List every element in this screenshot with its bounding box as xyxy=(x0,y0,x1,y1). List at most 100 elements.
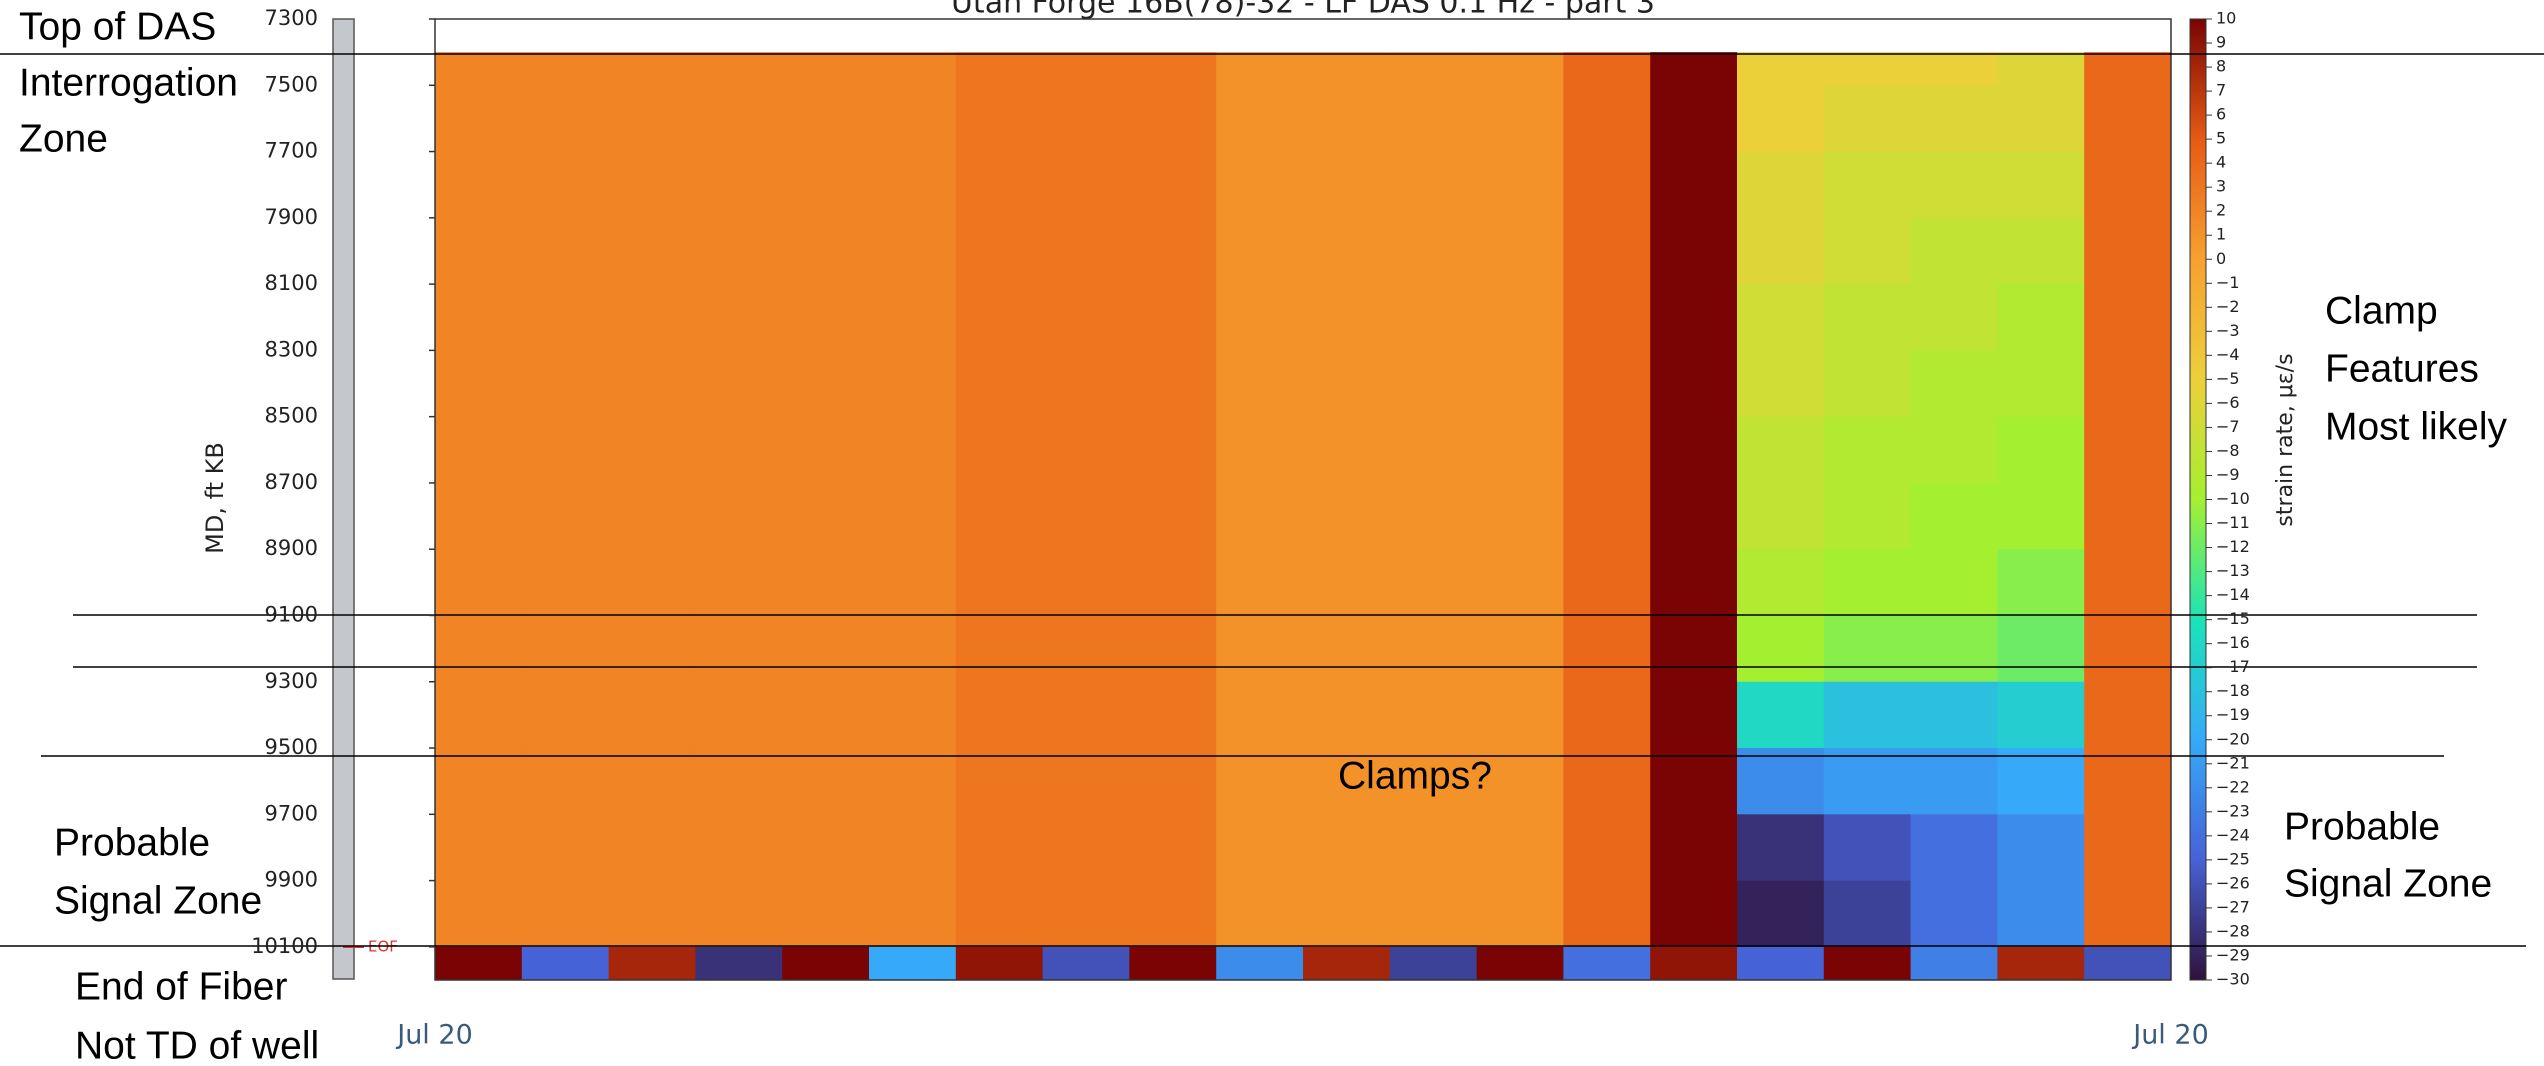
colorbar-tick-label: −6 xyxy=(2216,393,2240,412)
annotation: Most likely xyxy=(2325,405,2508,448)
heat-cell xyxy=(1563,482,1651,550)
heat-cell xyxy=(608,880,696,948)
heat-cell xyxy=(435,151,523,219)
heat-cell xyxy=(1650,549,1738,616)
heat-cell xyxy=(1476,85,1564,153)
heat-cell xyxy=(1737,416,1825,484)
heat-cell xyxy=(2084,814,2172,882)
heat-cell xyxy=(435,549,523,616)
heat-cell xyxy=(2084,615,2172,683)
heat-cell xyxy=(1823,350,1912,418)
heat-cell xyxy=(1042,880,1130,948)
heat-cell xyxy=(955,151,1044,219)
colorbar-tick-label: 3 xyxy=(2216,177,2226,196)
heat-cell xyxy=(1563,880,1651,948)
heat-cell xyxy=(1042,416,1130,484)
heat-cell xyxy=(1737,681,1825,749)
heat-cell xyxy=(695,151,783,219)
colorbar-tick-label: −25 xyxy=(2216,849,2250,868)
heat-cell xyxy=(1997,284,2085,351)
heat-cell xyxy=(1650,615,1738,683)
heat-cell xyxy=(1910,549,1998,616)
heat-cell xyxy=(869,748,957,815)
heat-cell xyxy=(1650,946,1738,981)
heat-cell xyxy=(1303,284,1391,351)
heat-cell xyxy=(1042,482,1130,550)
heat-cell xyxy=(1650,350,1738,418)
heat-cell xyxy=(1216,880,1304,948)
heat-cell xyxy=(1389,52,1478,86)
colorbar-tick-label: −15 xyxy=(2216,609,2250,628)
heat-cell xyxy=(1737,350,1825,418)
heat-cell xyxy=(1303,52,1391,86)
heat-cell xyxy=(1303,615,1391,683)
heat-cell xyxy=(1389,482,1478,550)
y-tick-label: 8900 xyxy=(265,536,318,560)
heat-cell xyxy=(1303,85,1391,153)
heat-cell xyxy=(521,549,610,616)
heat-cell xyxy=(1129,880,1217,948)
y-tick-label: 7500 xyxy=(265,72,318,96)
heat-cell xyxy=(435,85,523,153)
heat-cell xyxy=(955,52,1044,86)
colorbar-tick-label: 0 xyxy=(2216,249,2226,268)
heat-cell xyxy=(1997,350,2085,418)
annotation-lines xyxy=(0,53,2544,947)
heat-cell xyxy=(608,615,696,683)
heat-cell xyxy=(1476,151,1564,219)
heat-cell xyxy=(782,482,870,550)
heat-cell xyxy=(955,549,1044,616)
heat-cell xyxy=(1476,681,1564,749)
heat-cell xyxy=(1042,946,1130,981)
heat-cell xyxy=(1216,681,1304,749)
heat-cell xyxy=(1563,416,1651,484)
heat-cell xyxy=(869,946,957,981)
heat-cell xyxy=(782,284,870,351)
heat-cell xyxy=(608,748,696,815)
heat-cell xyxy=(1650,284,1738,351)
colorbar-tick-label: −17 xyxy=(2216,657,2250,676)
colorbar-tick-label: 7 xyxy=(2216,81,2226,100)
colorbar-tick-label: −3 xyxy=(2216,321,2240,340)
heat-cell xyxy=(521,880,610,948)
heat-cell xyxy=(1997,615,2085,683)
colorbar-tick-label: −18 xyxy=(2216,681,2250,700)
heat-cell xyxy=(521,946,610,981)
heat-cell xyxy=(695,52,783,86)
y-tick-label: 9500 xyxy=(265,735,318,759)
heat-cell xyxy=(955,85,1044,153)
heat-cell xyxy=(695,880,783,948)
heat-cell xyxy=(695,482,783,550)
colorbar-tick-label: −19 xyxy=(2216,705,2250,724)
heat-cell xyxy=(1216,217,1304,285)
heat-cell xyxy=(869,217,957,285)
heat-cell xyxy=(782,350,870,418)
heat-cell xyxy=(869,151,957,219)
heat-cell xyxy=(1997,946,2085,981)
heat-cell xyxy=(521,85,610,153)
heat-cell xyxy=(1737,284,1825,351)
heat-cell xyxy=(1910,284,1998,351)
y-tick-label: 8500 xyxy=(265,404,318,428)
heat-cell xyxy=(869,350,957,418)
annotation: Signal Zone xyxy=(54,879,262,922)
heat-cell xyxy=(1823,52,1912,86)
heat-cell xyxy=(521,151,610,219)
heat-cell xyxy=(695,549,783,616)
heat-cell xyxy=(608,814,696,882)
heat-cell xyxy=(1910,946,1998,981)
annotation: Clamps? xyxy=(1338,754,1492,797)
heat-cell xyxy=(782,946,870,981)
y-tick-label: 9900 xyxy=(265,868,318,892)
heat-cell xyxy=(955,681,1044,749)
heat-cell xyxy=(1563,85,1651,153)
heat-cell xyxy=(1389,416,1478,484)
heat-cell xyxy=(782,217,870,285)
heat-cell xyxy=(1042,52,1130,86)
heat-cell xyxy=(695,284,783,351)
heat-cell xyxy=(869,416,957,484)
heat-cell xyxy=(608,85,696,153)
annotation: Top of DAS xyxy=(19,5,216,48)
heat-cell xyxy=(1476,748,1564,815)
heat-cell xyxy=(869,814,957,882)
